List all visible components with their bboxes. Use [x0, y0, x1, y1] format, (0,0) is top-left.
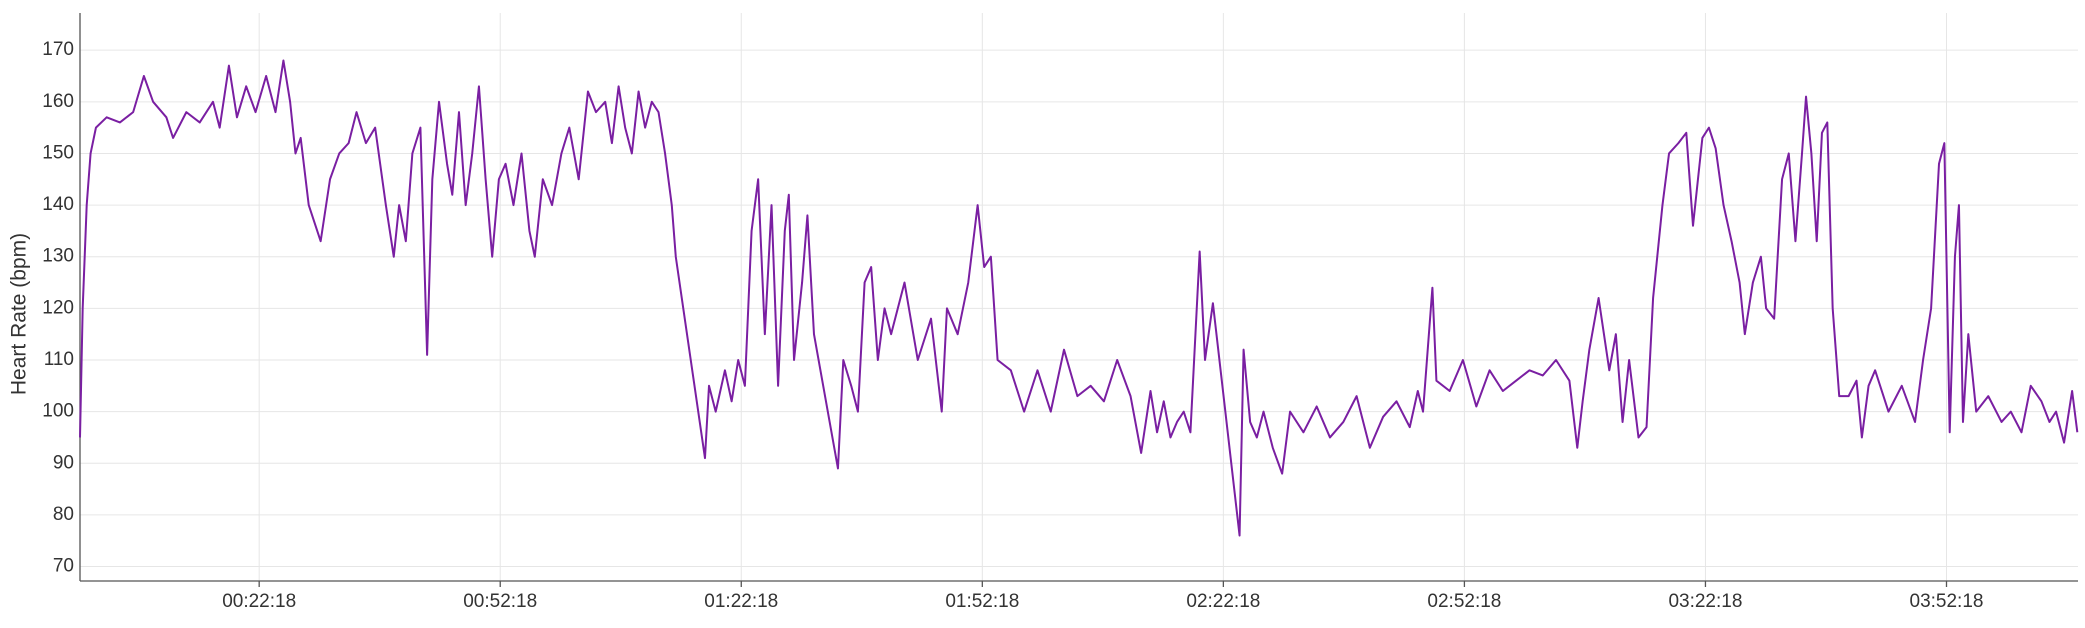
x-tick-label: 03:52:18 — [1910, 591, 1984, 612]
x-tick-label: 01:52:18 — [945, 591, 1019, 612]
heart-rate-line — [79, 59, 2079, 537]
y-axis-title: Heart Rate (bpm) — [8, 233, 31, 395]
y-tick-label: 160 — [42, 91, 74, 112]
y-tick-label: 90 — [53, 452, 74, 473]
x-tick-label: 01:22:18 — [704, 591, 778, 612]
y-tick-label: 70 — [53, 556, 74, 577]
y-tick-label: 120 — [42, 297, 74, 318]
x-tick-label: 00:52:18 — [463, 591, 537, 612]
y-tick-label: 100 — [42, 401, 74, 422]
x-tick-label: 03:22:18 — [1668, 591, 1742, 612]
y-tick-label: 140 — [42, 194, 74, 215]
x-tick-label: 02:22:18 — [1186, 591, 1260, 612]
y-tick-label: 170 — [42, 39, 74, 60]
x-tick-label: 02:52:18 — [1427, 591, 1501, 612]
y-tick-label: 80 — [53, 504, 74, 525]
y-tick-label: 110 — [44, 349, 74, 370]
y-tick-label: 130 — [42, 246, 74, 267]
y-tick-label: 150 — [42, 142, 74, 163]
x-tick-label: 00:22:18 — [222, 591, 296, 612]
